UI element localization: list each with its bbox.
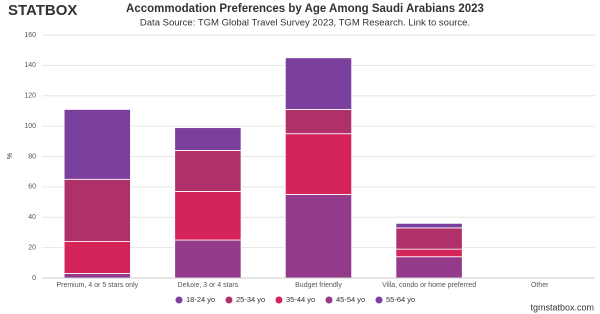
bar-segment	[174, 239, 242, 279]
chart-subtitle: Data Source: TGM Global Travel Survey 20…	[140, 18, 470, 29]
legend-label: 25-34 yo	[236, 295, 265, 304]
legend-marker	[175, 296, 183, 304]
bar-segment	[174, 127, 242, 151]
y-tick-label: 20	[28, 244, 36, 251]
legend-marker	[325, 296, 333, 304]
bar-segment	[395, 248, 463, 258]
y-tick-label: 80	[28, 153, 36, 160]
x-tick-label: Other	[531, 282, 549, 289]
bar-segment	[174, 191, 242, 241]
legend-marker	[375, 296, 383, 304]
y-axis-label: %	[7, 153, 14, 159]
x-tick-label: Villa, condo or home preferred	[382, 282, 476, 289]
y-tick-label: 60	[28, 184, 36, 191]
y-tick-label: 40	[28, 214, 36, 221]
x-tick-label: Budget friendly	[295, 282, 342, 289]
bar-segment	[395, 222, 463, 229]
x-tick-label: Premium, 4 or 5 stars only	[56, 282, 138, 289]
y-tick-label: 100	[24, 123, 36, 130]
bar-segment	[395, 227, 463, 250]
x-tick-label: Deluxe, 3 or 4 stars	[178, 282, 239, 289]
logo: STATBOX	[8, 2, 77, 19]
legend-marker	[225, 296, 233, 304]
bar-segment	[174, 150, 242, 192]
chart-title: Accommodation Preferences by Age Among S…	[126, 3, 484, 15]
bar-segment	[284, 194, 353, 279]
legend-label: 18-24 yo	[186, 295, 215, 304]
bar-segment	[284, 57, 353, 110]
y-tick-label: 140	[24, 62, 36, 69]
bar-segment	[395, 256, 463, 279]
bar-segment	[63, 109, 131, 180]
y-tick-label: 0	[32, 275, 36, 282]
legend-label: 45-54 yo	[336, 295, 365, 304]
bar-segment	[284, 133, 353, 195]
legend-label: 55-64 yo	[386, 295, 415, 304]
footer: tgmstatbox.com	[530, 302, 594, 312]
bar-segment	[284, 109, 353, 135]
y-tick-label: 120	[24, 93, 36, 100]
bar-segment	[63, 178, 131, 242]
legend-marker	[275, 296, 283, 304]
y-tick-label: 160	[24, 32, 36, 39]
bar-segment	[63, 273, 131, 279]
bar-segment	[63, 241, 131, 274]
legend-label: 35-44 yo	[286, 295, 315, 304]
